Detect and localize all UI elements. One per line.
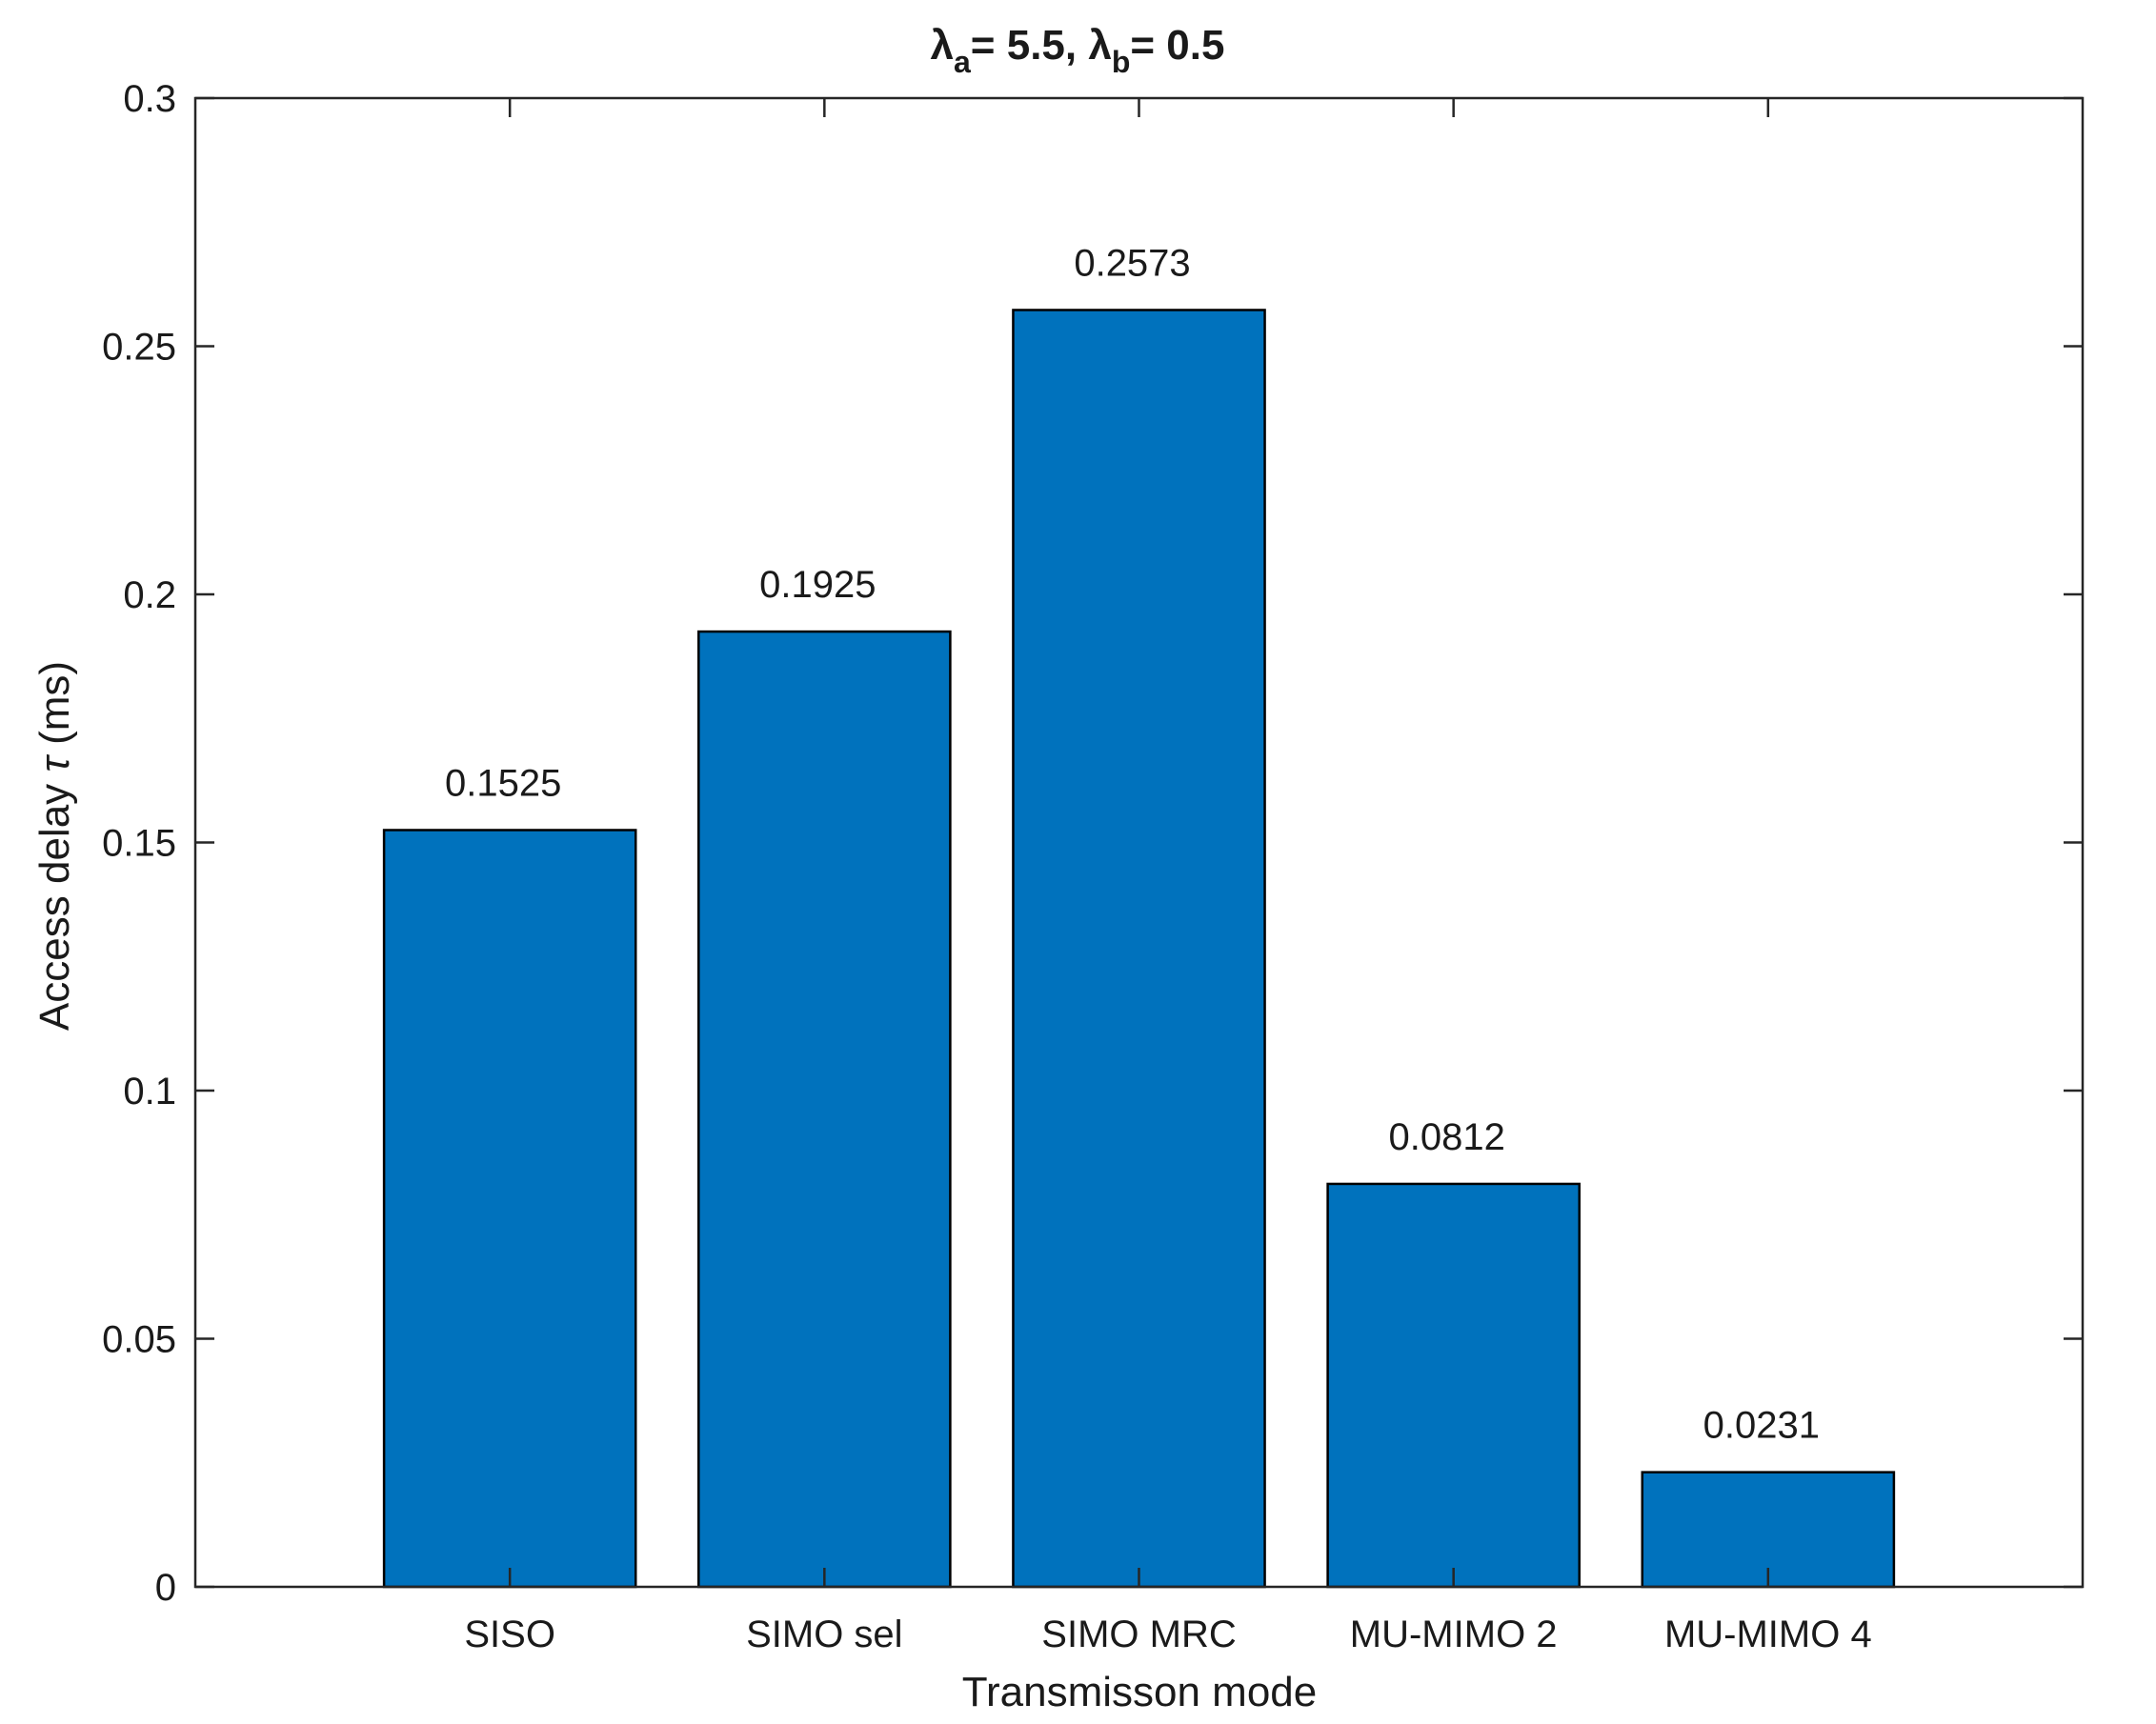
y-tick-label-5: 0.25 [102,327,176,369]
y-tick-label-6: 0.3 [123,78,176,120]
x-tick-label-4: MU-MIMO 4 [1664,1614,1872,1655]
x-tick-label-1: SIMO sel [746,1614,902,1655]
data-label-1: 0.1925 [759,564,876,606]
x-tick-label-2: SIMO MRC [1041,1614,1236,1655]
bar-4 [1641,1471,1896,1589]
data-label-4: 0.0231 [1703,1405,1820,1447]
title-lambda-b-symbol: λ [1088,22,1111,69]
data-label-2: 0.2573 [1074,242,1190,284]
x-tick-label-3: MU-MIMO 2 [1350,1614,1558,1655]
x-tick-label-0: SISO [464,1614,555,1655]
bars-group [382,309,1896,1589]
y-axis-label-tau-symbol: τ [31,754,78,772]
data-label-3: 0.0812 [1388,1116,1504,1158]
data-label-0: 0.1525 [445,762,561,804]
data-labels-group: 0.1525 0.1925 0.2573 0.0812 0.0231 [445,242,1820,1446]
title-lambda-a-symbol: λ [931,22,954,69]
bar-0 [382,829,637,1589]
y-tick-label-4: 0.2 [123,574,176,616]
title-lambda-a-value: = 5.5, [971,22,1089,69]
x-axis-label: Transmisson mode [962,1669,1318,1715]
bar-3 [1326,1182,1581,1589]
title-lambda-b-value: = 0.5 [1130,22,1224,69]
y-tick-label-3: 0.15 [102,823,176,865]
x-ticks-group: SISO SIMO sel SIMO MRC MU-MIMO 2 MU-MIMO 4 [464,98,1872,1655]
y-tick-label-0: 0 [155,1567,176,1609]
y-ticks-group: 0 0.05 0.1 0.15 0.2 0.25 0.3 [102,78,2083,1609]
y-axis-label: Access delay τ (ms) [31,661,78,1031]
plot-frame [193,96,2085,1589]
y-axis-label-prefix: Access delay [31,772,78,1031]
bar-1 [697,630,952,1589]
y-tick-label-2: 0.1 [123,1071,176,1113]
y-tick-label-1: 0.05 [102,1319,176,1361]
title-lambda-a-subscript: a [954,45,971,79]
title-lambda-b-subscript: b [1112,45,1131,79]
bar-2 [1012,309,1266,1589]
chart-title: λa= 5.5, λb= 0.5 [931,22,1225,79]
y-axis-label-suffix: (ms) [31,661,78,756]
